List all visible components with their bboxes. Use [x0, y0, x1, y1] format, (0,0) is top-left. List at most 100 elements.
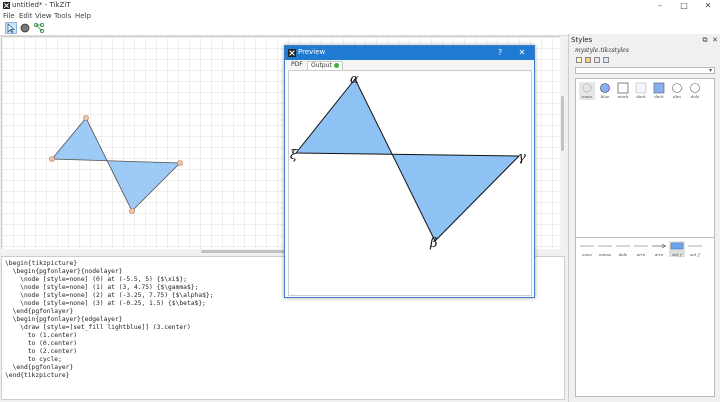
- label-alpha: α: [350, 72, 359, 87]
- menu-bar: File Edit View Tools Help: [0, 11, 720, 21]
- node-style-label: dole: [690, 94, 700, 99]
- edit-icon[interactable]: [594, 57, 600, 63]
- menu-file[interactable]: File: [3, 12, 15, 20]
- line-icon: [580, 245, 594, 247]
- node-style-label: none: [582, 94, 592, 99]
- pointer-icon: [7, 23, 16, 34]
- square-icon: [653, 82, 665, 94]
- node-style-label: dim: [673, 94, 681, 99]
- preview-close-button[interactable]: ✕: [518, 48, 526, 57]
- node-beta[interactable]: [129, 208, 135, 214]
- node-style-dark-2[interactable]: dark: [651, 82, 667, 100]
- undock-icon[interactable]: ⧉: [702, 36, 708, 44]
- scroll-thumb[interactable]: [201, 250, 331, 253]
- preview-filled-shape: [294, 78, 521, 242]
- tikzit-app-icon: [288, 49, 296, 57]
- circle-icon: [20, 23, 30, 33]
- label-beta: β: [429, 236, 438, 251]
- line-icon: [616, 245, 630, 247]
- preview-title-bar[interactable]: Preview ? ✕: [285, 46, 534, 60]
- edge-tool-button[interactable]: [33, 22, 45, 34]
- line-icon: [634, 245, 648, 247]
- tab-output[interactable]: Output: [307, 61, 343, 70]
- edge-style-arro-2[interactable]: arro: [651, 241, 667, 257]
- code-line: \node [style=none] (0) at (-5.5, 5) {$\x…: [5, 276, 187, 283]
- node-style-dim[interactable]: dim: [669, 82, 685, 100]
- edge-style-none[interactable]: none: [579, 241, 595, 257]
- filled-shape[interactable]: [51, 117, 181, 212]
- tab-output-label: Output: [311, 62, 332, 69]
- close-button[interactable]: ✕: [704, 1, 712, 10]
- edge-icon: [33, 22, 45, 34]
- edge-style-set-fill-2[interactable]: set_f: [687, 241, 703, 257]
- node-gamma[interactable]: [177, 160, 183, 166]
- tool-bar: [0, 21, 720, 36]
- preview-tabs: PDF Output: [285, 60, 534, 70]
- code-line: \node [style=none] (2) at (-3.25, 7.75) …: [5, 292, 214, 299]
- refresh-icon[interactable]: [603, 57, 609, 63]
- edge-style-label: none: [582, 252, 592, 257]
- edge-style-label: set_f: [690, 252, 700, 257]
- edge-style-minus[interactable]: minus: [597, 241, 613, 257]
- code-line: \end{tikzpicture}: [5, 372, 70, 379]
- scroll-thumb[interactable]: [561, 96, 564, 151]
- edge-style-dole[interactable]: dole: [615, 241, 631, 257]
- node-xi[interactable]: [49, 156, 55, 162]
- minimize-button[interactable]: –: [658, 1, 662, 10]
- fill-icon: [670, 242, 684, 250]
- node-style-dole[interactable]: dole: [687, 82, 703, 100]
- node-style-mark[interactable]: mark: [615, 82, 631, 100]
- tikzit-app-icon: [3, 2, 10, 9]
- label-gamma: γ: [518, 150, 526, 165]
- select-tool-button[interactable]: [5, 22, 17, 34]
- menu-tools[interactable]: Tools: [54, 12, 72, 20]
- circle-icon: [600, 83, 610, 93]
- node-style-none[interactable]: none: [579, 82, 595, 100]
- style-category-dropdown[interactable]: ▾: [575, 67, 715, 74]
- canvas-vertical-scrollbar[interactable]: [560, 36, 565, 249]
- node-style-blue[interactable]: blue: [597, 82, 613, 100]
- vertex-tool-button[interactable]: [19, 22, 31, 34]
- arrow-icon: [652, 243, 667, 249]
- preview-window: Preview ? ✕ PDF Output α ξ γ β: [284, 45, 535, 298]
- window-title: untitled* - TikZiT: [12, 1, 71, 9]
- preview-title: Preview: [298, 48, 326, 56]
- menu-edit[interactable]: Edit: [19, 12, 33, 20]
- preview-help-button[interactable]: ?: [497, 48, 503, 57]
- node-style-dark-1[interactable]: dark: [633, 82, 649, 100]
- style-file-name: mystyle.tikzstyles: [575, 47, 629, 54]
- node-style-label: dark: [636, 94, 646, 99]
- canvas-horizontal-scrollbar[interactable]: [1, 249, 564, 254]
- menu-help[interactable]: Help: [75, 12, 91, 20]
- circle-icon: [672, 83, 682, 93]
- edge-style-set-fill-selected[interactable]: set_f: [669, 241, 685, 257]
- node-alpha[interactable]: [83, 115, 89, 121]
- open-folder-icon[interactable]: [585, 57, 591, 63]
- edge-style-label: minus: [598, 252, 612, 257]
- code-line: \begin{pgfonlayer}{edgelayer}: [5, 316, 123, 323]
- close-panel-icon[interactable]: ✕: [712, 36, 718, 44]
- edge-style-label: set_f: [672, 252, 682, 257]
- chevron-down-icon: ▾: [708, 67, 712, 74]
- tab-pdf[interactable]: PDF: [291, 61, 303, 68]
- check-icon: [333, 63, 339, 68]
- label-xi: ξ: [290, 148, 298, 163]
- edge-style-label: arro: [636, 252, 646, 257]
- preview-drawing: α ξ γ β: [290, 72, 526, 251]
- node-style-label: dark: [654, 94, 664, 99]
- preview-render-area: α ξ γ β: [288, 70, 532, 296]
- edge-styles-list: none minus dole arro arro set_f set_f: [575, 237, 715, 397]
- new-file-icon[interactable]: [576, 57, 582, 63]
- code-line: to (0.center): [5, 340, 78, 347]
- line-icon: [598, 245, 612, 247]
- code-line: to (1.center): [5, 332, 78, 339]
- code-line: \draw [style=[set_fill lightblue]] (3.ce…: [5, 324, 191, 331]
- code-line: \end{pgfonlayer}: [5, 308, 74, 315]
- node-style-label: blue: [600, 94, 610, 99]
- code-line: \end{pgfonlayer}: [5, 364, 74, 371]
- menu-view[interactable]: View: [35, 12, 52, 20]
- edge-style-arro-1[interactable]: arro: [633, 241, 649, 257]
- maximize-button[interactable]: □: [680, 1, 688, 10]
- square-icon: [617, 82, 629, 94]
- code-line: \begin{tikzpicture}: [5, 260, 78, 267]
